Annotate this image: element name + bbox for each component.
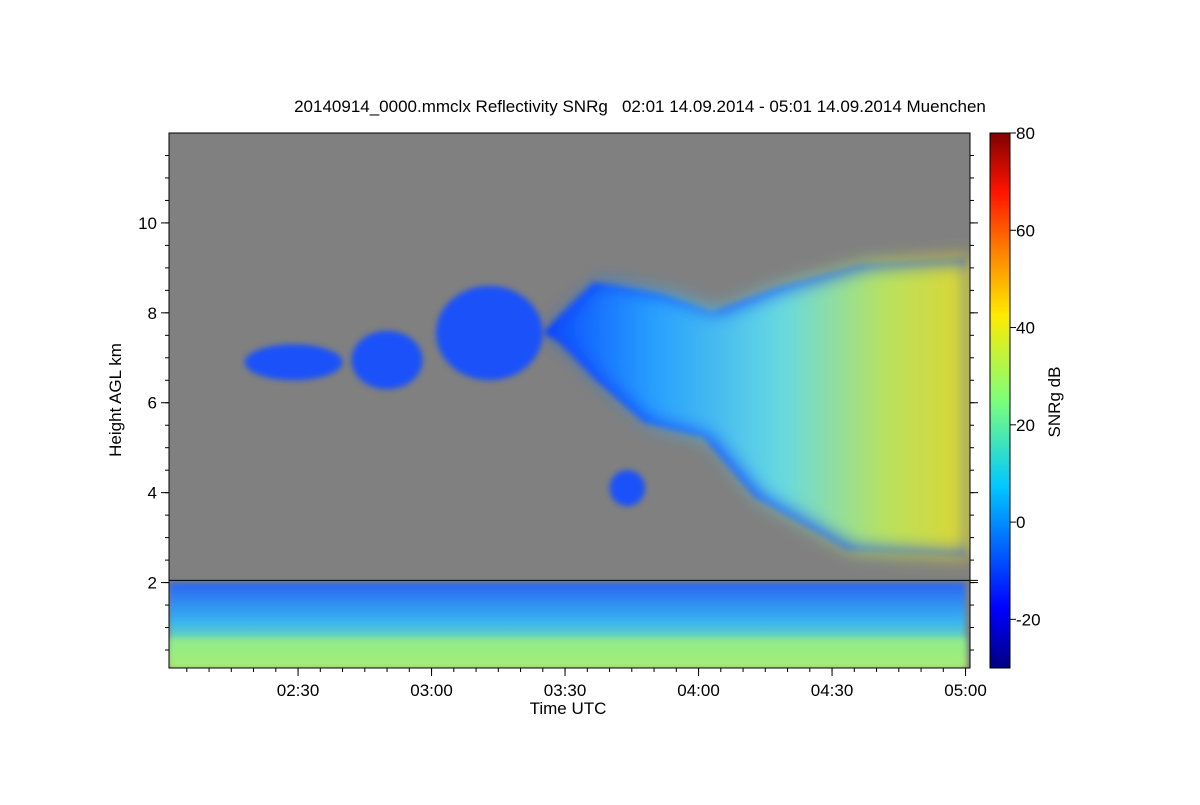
- chart-title: 20140914_0000.mmclx Reflectivity SNRg 02…: [294, 97, 986, 116]
- x-tick-label-0: 02:30: [277, 681, 320, 700]
- colorbar-tick-label-3: 40: [1016, 319, 1035, 338]
- echo-cloud-5: [609, 470, 646, 507]
- y-tick-label-4: 10: [138, 214, 157, 233]
- y-tick-label-1: 4: [148, 484, 157, 503]
- plot-frame: [168, 132, 971, 669]
- x-tick-label-1: 03:00: [410, 681, 453, 700]
- x-tick-label-5: 05:00: [944, 681, 987, 700]
- echo-boundary-layer-0: [169, 582, 966, 668]
- echo-cloud-3: [351, 330, 423, 390]
- colorbar-ticks: -20 0 20 40 60 80: [1010, 124, 1041, 629]
- colorbar-tick-label-5: 80: [1016, 124, 1035, 143]
- x-tick-label-3: 04:00: [677, 681, 720, 700]
- echo-cloud-2: [244, 344, 343, 381]
- x-tick-label-2: 03:30: [544, 681, 587, 700]
- colorbar: -20 0 20 40 60 80 SNRg dB: [989, 124, 1064, 669]
- colorbar-scale: [989, 132, 1011, 669]
- colorbar-label: SNRg dB: [1045, 367, 1064, 438]
- x-tick-label-4: 04:30: [811, 681, 854, 700]
- colorbar-tick-label-4: 60: [1016, 221, 1035, 240]
- echo-cloud-1: [542, 258, 970, 556]
- y-tick-label-0: 2: [148, 574, 157, 593]
- colorbar-tick-label-2: 20: [1016, 416, 1035, 435]
- x-axis: 02:30 03:00 03:30 04:00 04:30 05:00: [186, 668, 987, 700]
- y-axis: 2 4 6 8 10: [138, 154, 978, 651]
- echo-cloud-4: [436, 285, 543, 381]
- colorbar-tick-label-1: 0: [1016, 513, 1025, 532]
- plot-area: [168, 132, 978, 669]
- x-axis-label: Time UTC: [530, 699, 607, 718]
- y-tick-label-2: 6: [148, 394, 157, 413]
- y-tick-label-3: 8: [148, 304, 157, 323]
- echo-features: [169, 258, 970, 668]
- y-axis-label: Height AGL km: [106, 343, 125, 457]
- colorbar-tick-label-0: -20: [1016, 610, 1041, 629]
